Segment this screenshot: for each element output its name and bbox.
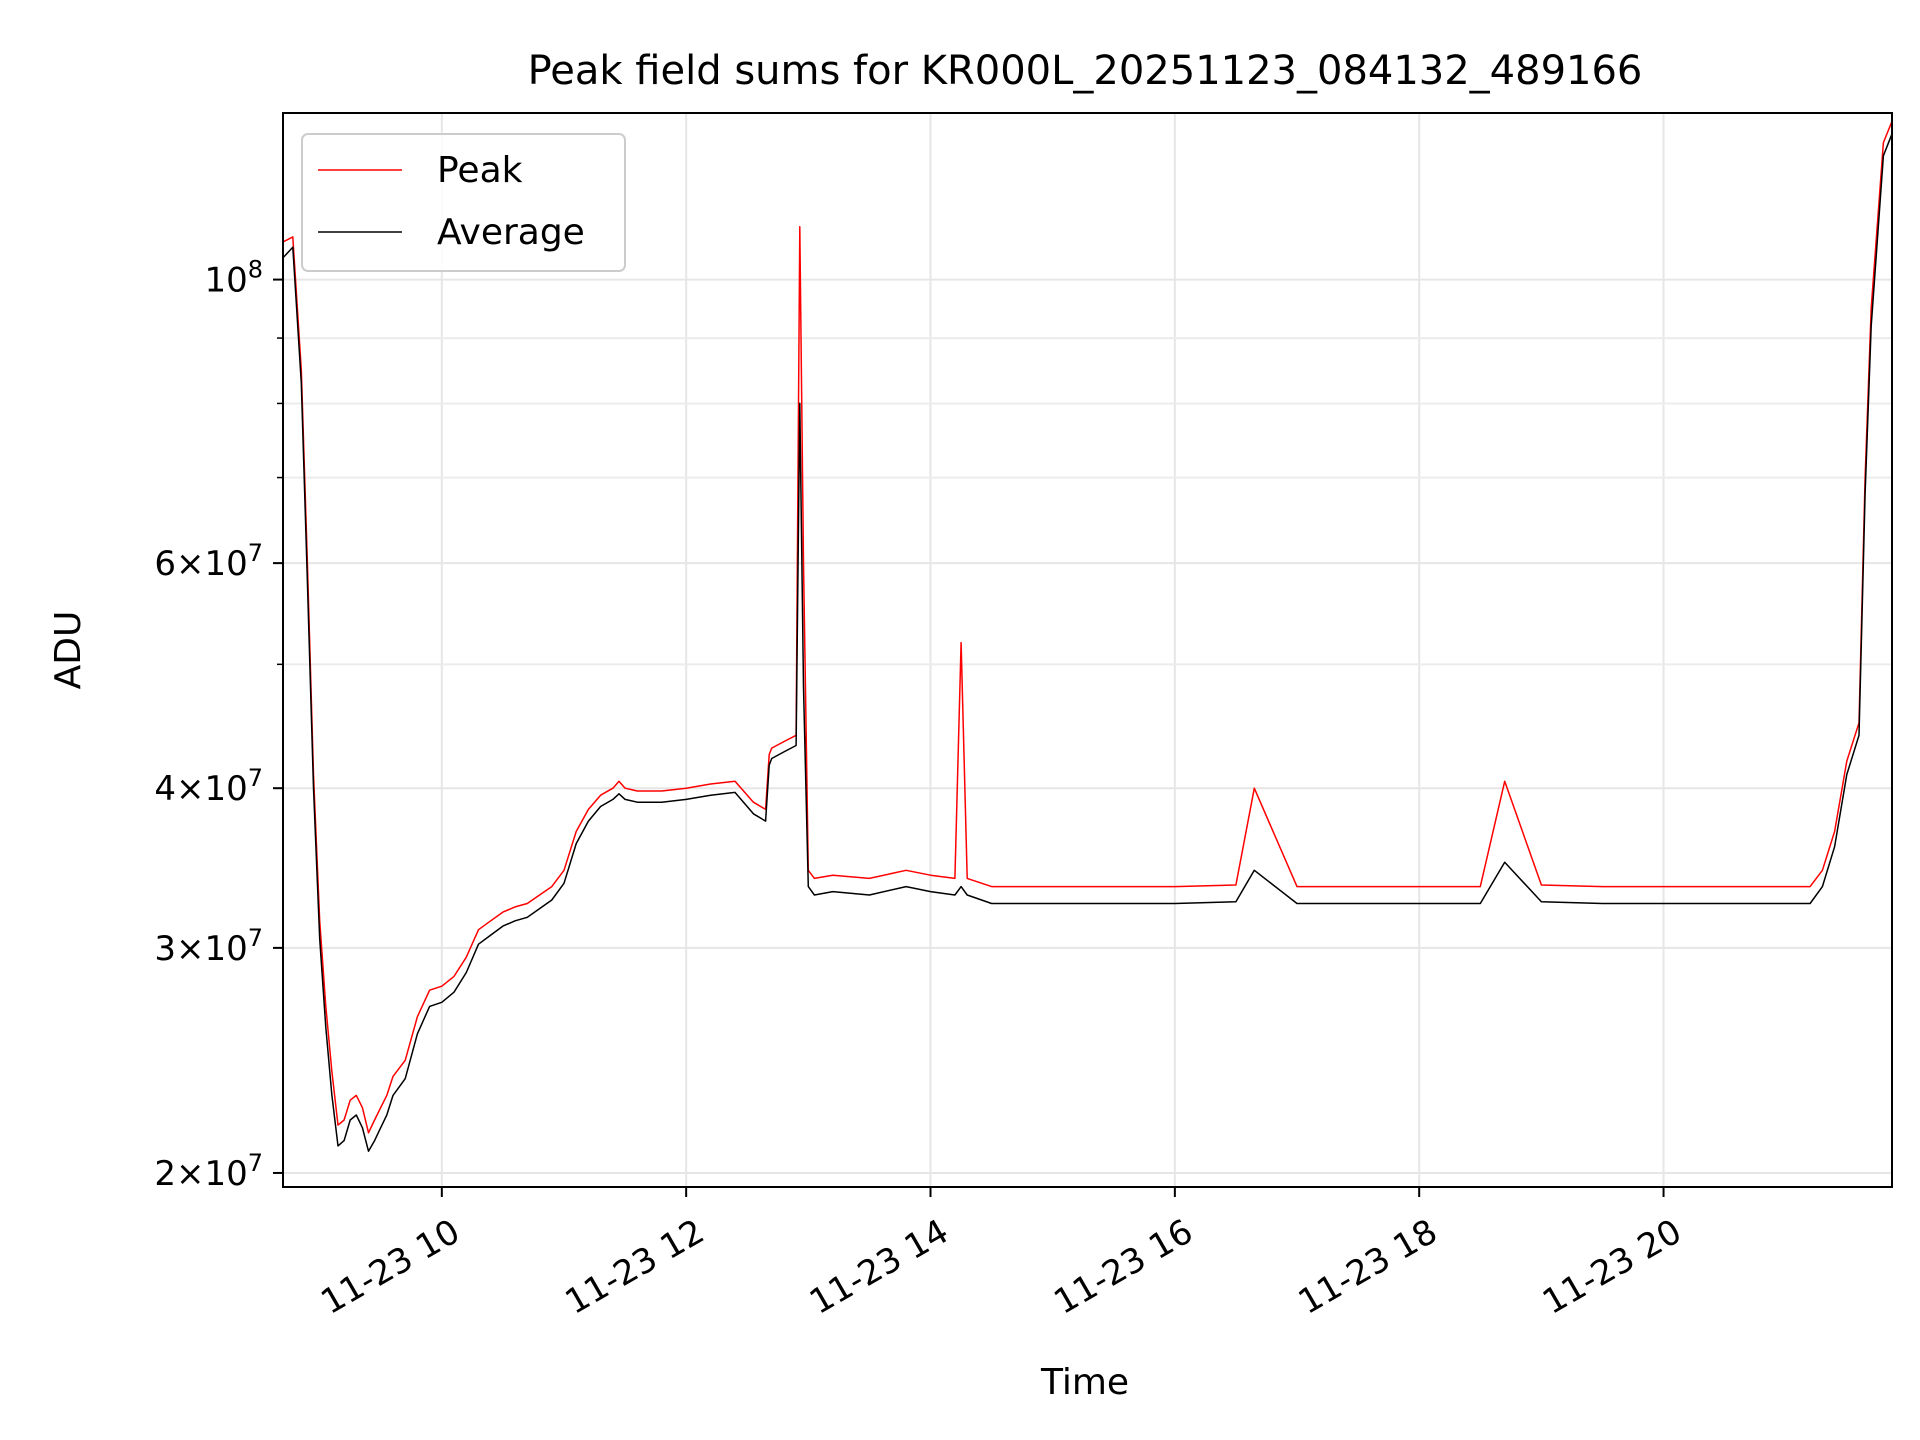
y-tick-label: 6×107 xyxy=(154,539,263,584)
y-axis-label: ADU xyxy=(48,611,89,690)
y-tick-exponent: 7 xyxy=(248,1149,263,1177)
series-line-average xyxy=(283,133,1892,1152)
legend-frame xyxy=(301,133,626,272)
series-layer xyxy=(283,121,1892,1152)
y-tick-base: 10 xyxy=(204,1154,247,1194)
legend-average-label: Average xyxy=(437,212,585,253)
series-line-peak xyxy=(283,121,1892,1134)
y-tick-exponent: 7 xyxy=(248,764,263,792)
legend-peak-label: Peak xyxy=(437,150,523,191)
y-tick-exponent: 7 xyxy=(248,924,263,952)
y-tick-label: 108 xyxy=(204,256,263,301)
y-tick-mantissa: 4 xyxy=(154,769,176,809)
y-tick-label: 2×107 xyxy=(154,1149,263,1194)
y-tick-exponent: 7 xyxy=(248,539,263,567)
y-tick-mantissa: 3 xyxy=(154,929,176,969)
y-tick-times: × xyxy=(176,769,205,809)
x-axis-label: Time xyxy=(1040,1362,1129,1403)
y-tick-times: × xyxy=(176,1154,205,1194)
grid xyxy=(283,113,1892,1187)
y-tick-mantissa: 2 xyxy=(154,1154,176,1194)
plot-frame xyxy=(282,112,1893,1188)
y-tick-label: 4×107 xyxy=(154,764,263,809)
legend: Peak Average xyxy=(301,133,626,272)
y-tick-times: × xyxy=(176,929,205,969)
y-tick-mantissa: 6 xyxy=(154,544,176,584)
y-tick-base: 10 xyxy=(204,261,247,301)
y-tick-label: 3×107 xyxy=(154,924,263,969)
y-tick-base: 10 xyxy=(204,544,247,584)
chart-title: Peak field sums for KR000L_20251123_0841… xyxy=(528,48,1643,94)
y-tick-exponent: 8 xyxy=(248,256,263,284)
y-tick-times: × xyxy=(176,544,205,584)
y-tick-base: 10 xyxy=(204,929,247,969)
y-tick-base: 10 xyxy=(204,769,247,809)
